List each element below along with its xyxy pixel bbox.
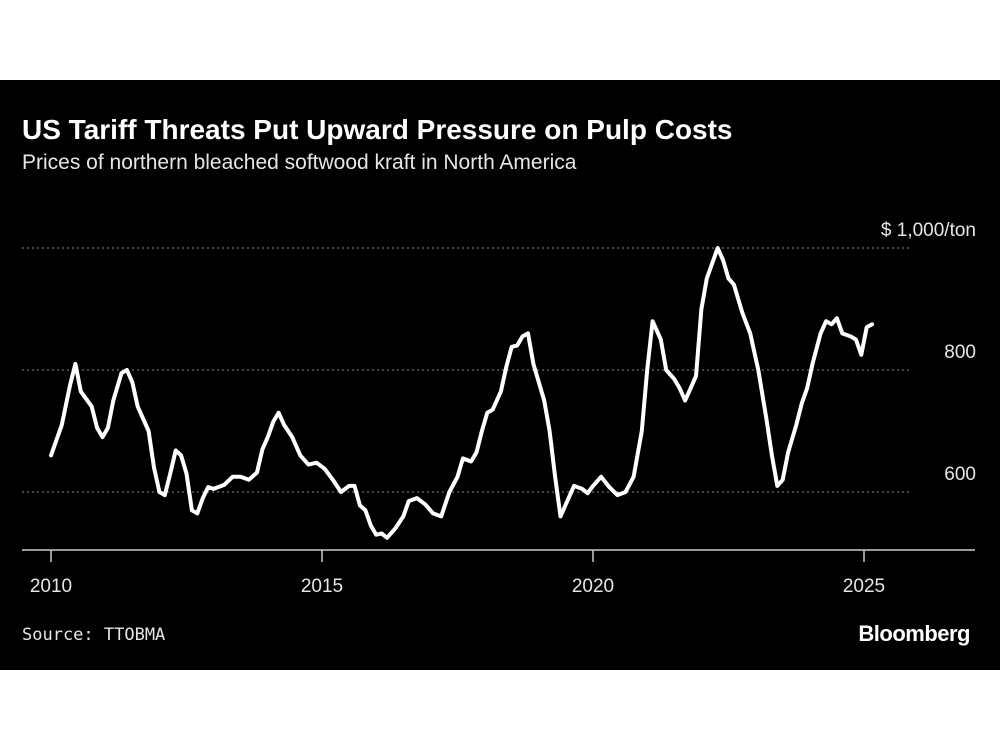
x-tick-label: 2015	[301, 576, 343, 597]
x-tick-label: 2025	[843, 576, 885, 597]
y-tick-label: 600	[944, 464, 976, 485]
chart-title: US Tariff Threats Put Upward Pressure on…	[22, 114, 733, 145]
x-tick-label: 2010	[30, 576, 72, 597]
chart-subtitle: Prices of northern bleached softwood kra…	[22, 151, 577, 174]
y-tick-label: $ 1,000/ton	[881, 220, 976, 241]
chart-panel: US Tariff Threats Put Upward Pressure on…	[0, 80, 1000, 670]
bloomberg-logo: Bloomberg	[858, 621, 970, 646]
x-tick-label: 2020	[572, 576, 614, 597]
source-note: Source: TTOBMA	[22, 625, 166, 645]
y-tick-label: 800	[944, 342, 976, 363]
price-series-line	[49, 246, 875, 540]
line-chart: 600 800 $ 1,000/ton 2010 2015 2020 2025	[22, 220, 976, 597]
